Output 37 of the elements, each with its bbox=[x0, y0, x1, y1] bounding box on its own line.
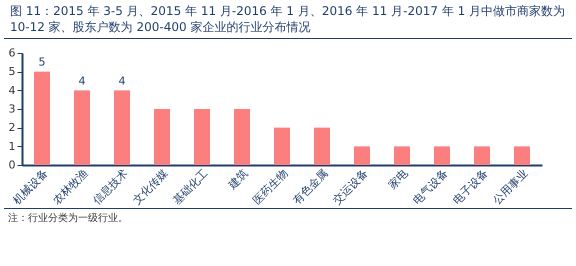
text: 注：行业分类为一级行业。 bbox=[4, 208, 572, 227]
x-tick-label: 电气设备 bbox=[410, 166, 450, 208]
y-tick-label: 6 bbox=[8, 46, 16, 60]
bar bbox=[74, 90, 90, 165]
y-tick-label: 1 bbox=[8, 140, 16, 153]
x-tick-label: 信息技术 bbox=[90, 166, 130, 208]
x-tick-label: 有色金属 bbox=[290, 166, 330, 208]
x-tick-label: 电子设备 bbox=[450, 166, 490, 208]
x-tick-label: 医药生物 bbox=[250, 166, 290, 208]
bar bbox=[34, 72, 50, 165]
bar bbox=[514, 146, 530, 165]
data-label: 4 bbox=[118, 74, 126, 88]
bar bbox=[234, 109, 250, 165]
data-label: 5 bbox=[38, 56, 46, 69]
data-label: 4 bbox=[78, 74, 86, 88]
bar bbox=[114, 90, 130, 165]
x-tick-label: 基础化工 bbox=[170, 166, 210, 208]
y-tick-label: 5 bbox=[8, 65, 16, 78]
bar bbox=[154, 109, 170, 165]
y-tick-label: 4 bbox=[8, 84, 16, 97]
bar bbox=[194, 109, 210, 165]
x-tick-label: 农林牧渔 bbox=[50, 166, 90, 208]
bar bbox=[394, 146, 410, 165]
x-tick-label: 文化传媒 bbox=[130, 166, 170, 208]
bar bbox=[274, 128, 290, 165]
bar bbox=[434, 146, 450, 165]
chart-title: 图 11：2015 年 3-5 月、2015 年 11 月-2016 年 1 月、2016 年 11 月-2017 年 1 月中做市商家数为 10-12 家、股东户数为 200-400 家企业的行业分布情况 bbox=[4, 0, 572, 39]
y-tick-label: 3 bbox=[8, 102, 16, 116]
bar bbox=[354, 146, 370, 165]
x-tick-label: 交运设备 bbox=[330, 166, 370, 208]
bar bbox=[314, 128, 330, 165]
bar bbox=[474, 146, 490, 165]
y-tick-label: 0 bbox=[8, 158, 16, 172]
x-tick-label: 家电 bbox=[386, 166, 410, 192]
x-tick-label: 公用事业 bbox=[490, 166, 530, 208]
x-tick-label: 建筑 bbox=[225, 166, 250, 192]
y-tick-label: 2 bbox=[8, 121, 16, 134]
